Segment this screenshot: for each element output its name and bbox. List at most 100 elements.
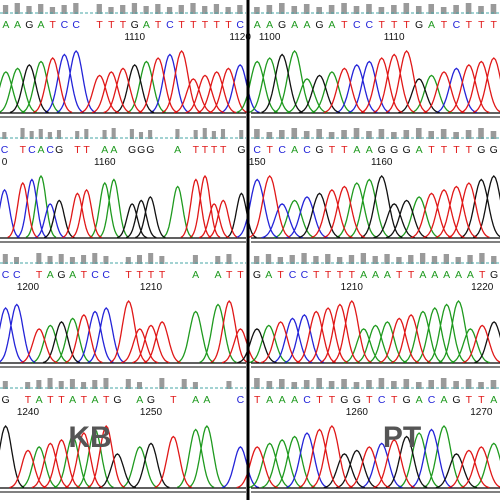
position-number: 1220 <box>471 282 494 293</box>
quality-bar <box>14 3 20 14</box>
quality-bar <box>120 5 126 14</box>
base-call: C <box>166 19 174 31</box>
base-call: T <box>193 144 200 156</box>
base-call: T <box>396 269 403 281</box>
base-call: T <box>391 394 398 406</box>
base-call: T <box>155 19 162 31</box>
base-call: A <box>353 144 360 156</box>
quality-bar <box>453 132 459 139</box>
quality-bar <box>49 7 56 14</box>
base-call: C <box>378 394 386 406</box>
base-call: C <box>301 269 309 281</box>
base-call: A <box>440 394 447 406</box>
base-call: A <box>69 269 76 281</box>
trace-T-line <box>248 175 490 239</box>
base-call: T <box>349 269 356 281</box>
base-call: G <box>131 19 139 31</box>
base-call: G <box>340 394 348 406</box>
base-call: T <box>453 144 460 156</box>
quality-bar <box>47 378 53 389</box>
trace-T-line <box>7 174 239 239</box>
quality-bar <box>353 382 360 389</box>
quality-bar <box>336 257 343 264</box>
base-call: A <box>254 19 261 31</box>
quality-bar <box>360 253 367 264</box>
base-call: A <box>291 394 298 406</box>
base-call: G <box>315 144 323 156</box>
base-call: A <box>279 394 286 406</box>
quality-bar <box>465 3 472 14</box>
base-call: T <box>103 394 110 406</box>
base-call: C <box>102 269 110 281</box>
base-call: T <box>403 19 410 31</box>
quality-bar <box>81 255 87 264</box>
base-call: T <box>20 144 27 156</box>
quality-bar <box>428 4 435 14</box>
trace-A-line <box>31 303 237 364</box>
quality-bar <box>92 380 98 389</box>
quality-bar <box>211 131 216 139</box>
quality-bar <box>384 254 390 264</box>
base-call: A <box>467 269 474 281</box>
quality-bar <box>47 132 52 139</box>
quality-bar <box>490 380 497 389</box>
base-call: A <box>14 19 21 31</box>
quality-bar <box>215 256 221 264</box>
quality-bar <box>453 5 459 14</box>
quality-bar <box>291 6 298 14</box>
trace-G-line <box>43 192 257 239</box>
quality-bar <box>25 382 31 389</box>
quality-bar <box>479 253 485 264</box>
quality-bar <box>303 380 310 389</box>
base-call: T <box>325 269 332 281</box>
base-call: A <box>490 394 497 406</box>
base-call: T <box>441 19 448 31</box>
trace-T-line <box>9 424 193 489</box>
base-call: T <box>479 269 486 281</box>
base-call: A <box>455 269 462 281</box>
base-call: C <box>28 144 36 156</box>
quality-bar <box>419 253 426 264</box>
trace-A-line <box>273 178 440 239</box>
base-call: T <box>466 394 473 406</box>
quality-bar <box>440 7 447 14</box>
base-call: T <box>125 269 132 281</box>
quality-bar <box>190 3 196 14</box>
quality-bar <box>129 129 134 139</box>
base-call: T <box>277 269 284 281</box>
trace-G-line <box>9 64 155 114</box>
base-call: C <box>2 269 10 281</box>
base-call: A <box>360 269 367 281</box>
quality-bar <box>428 380 435 389</box>
quality-bar <box>237 5 243 14</box>
quality-bar <box>13 257 20 264</box>
quality-bar <box>478 382 484 389</box>
base-call: A <box>110 144 117 156</box>
trace-row: C T C A C G T T A A G G G A T T T T G0 1160 <box>0 128 257 243</box>
position-number: 1210 <box>341 282 364 293</box>
base-call: T <box>190 19 197 31</box>
position-number: 1160 <box>94 157 116 168</box>
quality-bar <box>478 6 484 14</box>
base-call: C <box>236 19 244 31</box>
base-call: C <box>72 19 80 31</box>
quality-bar <box>366 4 372 14</box>
base-call: A <box>192 394 199 406</box>
base-call: C <box>91 269 99 281</box>
quality-bar <box>265 254 272 264</box>
quality-bar <box>316 7 322 14</box>
base-call: T <box>266 144 273 156</box>
base-call: G <box>403 394 411 406</box>
base-call: C <box>453 19 461 31</box>
quality-bar <box>159 378 165 389</box>
quality-bar <box>159 256 165 264</box>
quality-bar <box>138 132 144 139</box>
base-call: A <box>265 269 272 281</box>
base-call: T <box>441 144 448 156</box>
base-call: T <box>74 144 81 156</box>
